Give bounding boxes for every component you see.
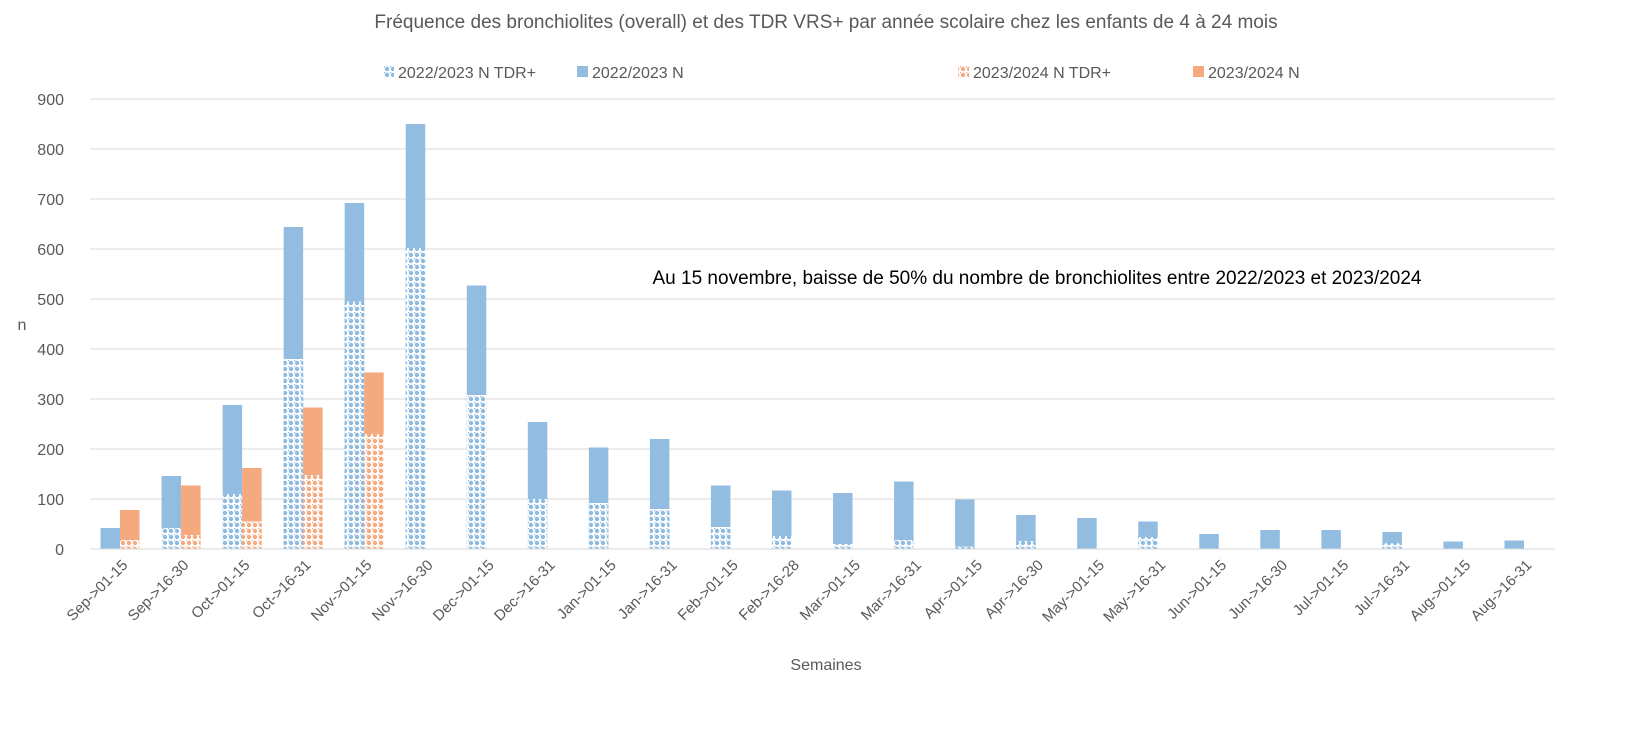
y-tick-label: 600 bbox=[37, 242, 64, 259]
x-tick-label: Sep->01-15 bbox=[64, 557, 132, 625]
x-axis: Sep->01-15Sep->16-30Oct->01-15Oct->16-31… bbox=[64, 548, 1555, 626]
bar-2023-2024-tdr bbox=[364, 434, 384, 549]
legend-item: 2023/2024 N TDR+ bbox=[958, 65, 1111, 82]
legend-label: 2023/2024 N TDR+ bbox=[973, 65, 1111, 82]
x-tick-label: Apr->16-30 bbox=[982, 557, 1047, 622]
bar-2022-2023-tdr bbox=[955, 546, 975, 549]
y-tick-label: 0 bbox=[55, 542, 64, 559]
y-tick-label: 900 bbox=[37, 92, 64, 109]
y-axis: 0 100 200 300 400 500 600 700 800 900 bbox=[37, 92, 64, 559]
bar-2023-2024-n bbox=[181, 485, 201, 549]
x-tick-label: Apr->01-15 bbox=[921, 557, 986, 622]
x-tick-label: May->01-15 bbox=[1039, 557, 1108, 626]
chart-title: Fréquence des bronchiolites (overall) et… bbox=[374, 12, 1277, 33]
bar-2022-2023-n bbox=[1321, 530, 1341, 549]
bar-2022-2023-n bbox=[771, 490, 792, 549]
bar-2022-2023-tdr bbox=[466, 395, 487, 549]
bar-2022-2023-tdr bbox=[527, 499, 548, 549]
bar-2022-2023-tdr bbox=[1138, 537, 1158, 549]
bar-2022-2023-n bbox=[1260, 530, 1280, 549]
x-tick-label: May->16-31 bbox=[1100, 557, 1169, 626]
y-tick-label: 700 bbox=[37, 192, 64, 209]
bar-2023-2024-n bbox=[120, 510, 140, 549]
bar-2022-2023-tdr bbox=[161, 528, 182, 549]
x-tick-label: Jan->01-15 bbox=[554, 557, 620, 623]
legend-label: 2022/2023 N bbox=[592, 65, 684, 82]
legend-swatch bbox=[383, 66, 394, 77]
x-tick-label: Dec->01-15 bbox=[430, 557, 498, 625]
x-tick-label: Jun->01-15 bbox=[1164, 557, 1230, 623]
x-tick-label: Sep->16-30 bbox=[125, 557, 193, 625]
bar-2022-2023-tdr bbox=[710, 527, 731, 549]
x-tick-label: Oct->01-15 bbox=[188, 557, 253, 622]
bar-2022-2023-n bbox=[894, 481, 914, 549]
annotation: Au 15 novembre, baisse de 50% du nombre … bbox=[653, 268, 1422, 289]
bars bbox=[100, 124, 1524, 549]
bar-2022-2023-n bbox=[1016, 515, 1036, 549]
x-tick-label: Oct->16-31 bbox=[249, 557, 314, 622]
bar-2022-2023-n bbox=[100, 528, 121, 549]
y-tick-label: 100 bbox=[37, 492, 64, 509]
x-tick-label: Jun->16-30 bbox=[1225, 557, 1291, 623]
y-tick-label: 800 bbox=[37, 142, 64, 159]
legend-item: 2022/2023 N TDR+ bbox=[383, 65, 536, 82]
legend-label: 2023/2024 N bbox=[1208, 65, 1300, 82]
x-tick-label: Feb->01-15 bbox=[675, 557, 742, 624]
bar-2022-2023-tdr bbox=[894, 540, 914, 549]
x-tick-label: Mar->16-31 bbox=[858, 557, 925, 624]
x-tick-label: Jul->01-15 bbox=[1290, 557, 1352, 619]
gridlines bbox=[90, 98, 1555, 550]
bar-2022-2023-tdr bbox=[771, 536, 792, 549]
legend-label: 2022/2023 N TDR+ bbox=[398, 65, 536, 82]
bar-2022-2023-tdr bbox=[283, 359, 304, 549]
bar-2022-2023-tdr bbox=[222, 494, 243, 549]
bar-2022-2023-n bbox=[833, 493, 853, 549]
bar-2022-2023-tdr bbox=[1016, 541, 1036, 549]
x-tick-label: Nov->01-15 bbox=[308, 557, 376, 625]
x-tick-label: Nov->16-30 bbox=[369, 557, 437, 625]
x-tick-label: Dec->16-31 bbox=[491, 557, 559, 625]
bar-2022-2023-tdr bbox=[833, 544, 853, 549]
bar-2022-2023-n bbox=[1504, 540, 1524, 549]
bar-2022-2023-tdr bbox=[588, 503, 609, 549]
bar-2022-2023-tdr bbox=[344, 301, 365, 549]
bar-2022-2023-tdr bbox=[649, 509, 670, 549]
bar-2022-2023-n bbox=[1077, 518, 1097, 549]
y-tick-label: 400 bbox=[37, 342, 64, 359]
legend-item: 2022/2023 N bbox=[577, 65, 684, 82]
x-tick-label: Jul->16-31 bbox=[1351, 557, 1413, 619]
y-tick-label: 300 bbox=[37, 392, 64, 409]
y-tick-label: 500 bbox=[37, 292, 64, 309]
bar-2022-2023-tdr bbox=[405, 248, 426, 549]
x-tick-label: Jan->16-31 bbox=[615, 557, 681, 623]
legend: 2022/2023 N TDR+ 2022/2023 N 2023/2024 N T… bbox=[383, 65, 1300, 82]
bar-2023-2024-tdr bbox=[303, 475, 323, 549]
legend-swatch bbox=[577, 66, 588, 77]
legend-item: 2023/2024 N bbox=[1193, 65, 1300, 82]
x-tick-label: Aug->16-31 bbox=[1468, 557, 1536, 625]
bar-2022-2023-n bbox=[1199, 534, 1219, 549]
bar-2022-2023-tdr bbox=[1382, 543, 1402, 549]
bar-2022-2023-n bbox=[1443, 541, 1463, 549]
x-tick-label: Mar->01-15 bbox=[797, 557, 864, 624]
legend-swatch bbox=[958, 66, 969, 77]
y-tick-label: 200 bbox=[37, 442, 64, 459]
bar-2023-2024-tdr bbox=[120, 540, 140, 549]
legend-swatch bbox=[1193, 66, 1204, 77]
x-tick-label: Feb->16-28 bbox=[736, 557, 803, 624]
bar-2023-2024-tdr bbox=[242, 521, 262, 549]
bar-2022-2023-n bbox=[955, 499, 975, 549]
bar-2023-2024-tdr bbox=[181, 535, 201, 549]
y-axis-label: n bbox=[18, 317, 27, 334]
x-axis-label: Semaines bbox=[790, 657, 861, 674]
x-tick-label: Aug->01-15 bbox=[1407, 557, 1475, 625]
